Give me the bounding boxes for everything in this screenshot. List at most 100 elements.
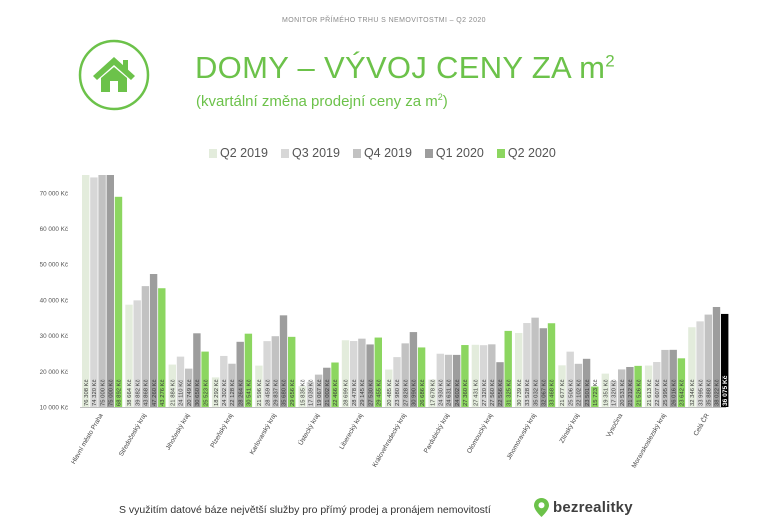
bar [393, 357, 401, 407]
bar [471, 344, 480, 407]
bar-value-label: 27 560 Kč [490, 379, 496, 406]
bar [661, 349, 669, 407]
bar [436, 353, 444, 407]
bar [566, 351, 574, 407]
legend-label: Q3 2019 [291, 146, 340, 160]
bar-value-label: 24 602 Kč [455, 379, 461, 406]
bar [168, 364, 176, 407]
y-tick-label: 20 000 Kč [40, 369, 68, 376]
bar [644, 365, 653, 407]
legend-swatch [352, 148, 361, 158]
bar-value-label: 20 485 Kč [387, 379, 393, 406]
bar-value-label: 21 002 Kč [325, 379, 331, 406]
bar [341, 340, 350, 407]
bar-value-label: 21 212 Kč [628, 379, 634, 406]
bar-value-label: 29 455 Kč [377, 379, 383, 406]
bar [574, 363, 583, 407]
x-category-label: Karlovarský kraj [249, 413, 278, 457]
report-caption: MONITOR PŘÍMÉHO TRHU S NEMOVITOSTMI – Q2… [282, 17, 486, 24]
bar [677, 358, 686, 407]
bar-value-label: 27 320 Kč [482, 379, 488, 406]
bar-value-label: 33 995 Kč [698, 379, 704, 406]
bar [236, 341, 244, 407]
x-category-label: Královehradecký kraj [371, 413, 407, 469]
bar [461, 345, 469, 407]
bar-value-label: 22 102 Kč [577, 379, 583, 406]
bar [496, 362, 504, 407]
bar [90, 177, 98, 407]
bar-value-label: 15 723 Kč [593, 379, 599, 406]
bar [479, 345, 488, 407]
bar-value-label: 21 526 Kč [636, 379, 642, 406]
bar [409, 332, 418, 407]
x-category-label: Vysočina [605, 412, 624, 438]
bar [211, 377, 220, 407]
bar [653, 362, 661, 407]
x-category-label: Moravskoslezský kraj [631, 413, 668, 470]
bar-value-label: 22 607 Kč [655, 379, 661, 406]
bar-value-label: 30 541 Kč [247, 379, 253, 406]
bar-value-label: 75 000 Kč [100, 379, 106, 406]
bar [158, 288, 166, 407]
house-icon [78, 39, 150, 111]
location-pin-icon [534, 498, 549, 517]
bar [374, 337, 382, 407]
bar-value-label: 24 930 Kč [439, 379, 445, 406]
bar-value-label: 75 000 Kč [109, 379, 115, 406]
bar [582, 358, 591, 407]
bar-value-label: 22 556 Kč [498, 379, 504, 406]
bar [366, 344, 374, 407]
bar [149, 274, 158, 407]
bar [306, 381, 315, 407]
bar [263, 341, 271, 407]
legend-item: Q3 2019 [280, 146, 340, 160]
legend-label: Q2 2019 [220, 146, 268, 160]
bar-value-label: 23 501 Kč [585, 379, 591, 406]
bar [125, 304, 133, 407]
bar [106, 175, 114, 407]
bar-value-label: 32 067 Kč [542, 379, 548, 406]
bar [385, 369, 393, 407]
bar-value-label: 28 478 Kč [352, 379, 358, 406]
bar [428, 379, 436, 407]
bar-value-label: 21 596 Kč [257, 379, 263, 406]
bar-value-label: 30 990 Kč [412, 379, 418, 406]
bar [539, 328, 547, 407]
legend-swatch [280, 148, 289, 158]
bar-value-label: 43 868 Kč [144, 379, 150, 406]
bar [323, 367, 331, 407]
bar [279, 315, 288, 407]
bar-value-label: 20 749 Kč [187, 379, 193, 406]
bar-value-label: 28 264 Kč [238, 379, 244, 406]
bar [314, 374, 323, 407]
bar-value-label: 24 110 Kč [179, 380, 185, 406]
bar-value-label: 27 431 Kč [474, 379, 480, 406]
chart-legend: Q2 2019 Q3 2019 Q4 2019 Q1 2020 Q2 2020 [209, 146, 556, 160]
bar [504, 330, 512, 407]
bar-value-label: 30 739 Kč [517, 379, 523, 406]
chart-subtitle: (kvartální změna prodejní ceny za m2) [196, 92, 448, 110]
bar [618, 369, 626, 407]
bar [193, 333, 201, 407]
bar [601, 373, 609, 407]
bar-value-label: 35 680 Kč [282, 379, 288, 406]
legend-swatch [209, 148, 217, 158]
x-category-label: Jihomoravský kraj [506, 413, 538, 462]
x-category-label: Středočeský kraj [118, 413, 148, 458]
bar-value-label: 24 302 Kč [222, 379, 228, 406]
y-tick-label: 40 000 Kč [40, 297, 68, 304]
bar-value-label: 28 699 Kč [344, 379, 350, 406]
bar-value-label: 23 980 Kč [395, 379, 401, 406]
x-category-label: Celá ČR [691, 411, 711, 437]
bar [417, 347, 426, 407]
bar-value-label: 47 260 Kč [152, 379, 158, 406]
bar-value-label: 26 686 Kč [420, 379, 426, 406]
bar [444, 354, 453, 407]
bar [712, 306, 721, 407]
bar [271, 336, 279, 407]
bar-value-label: 21 884 Kč [171, 379, 177, 406]
bar-value-label: 20 531 Kč [620, 379, 626, 406]
bar-value-label: 76 308 Kč [84, 379, 90, 406]
bar-value-label: 38 022 Kč [715, 379, 721, 406]
legend-label: Q4 2019 [363, 146, 412, 160]
